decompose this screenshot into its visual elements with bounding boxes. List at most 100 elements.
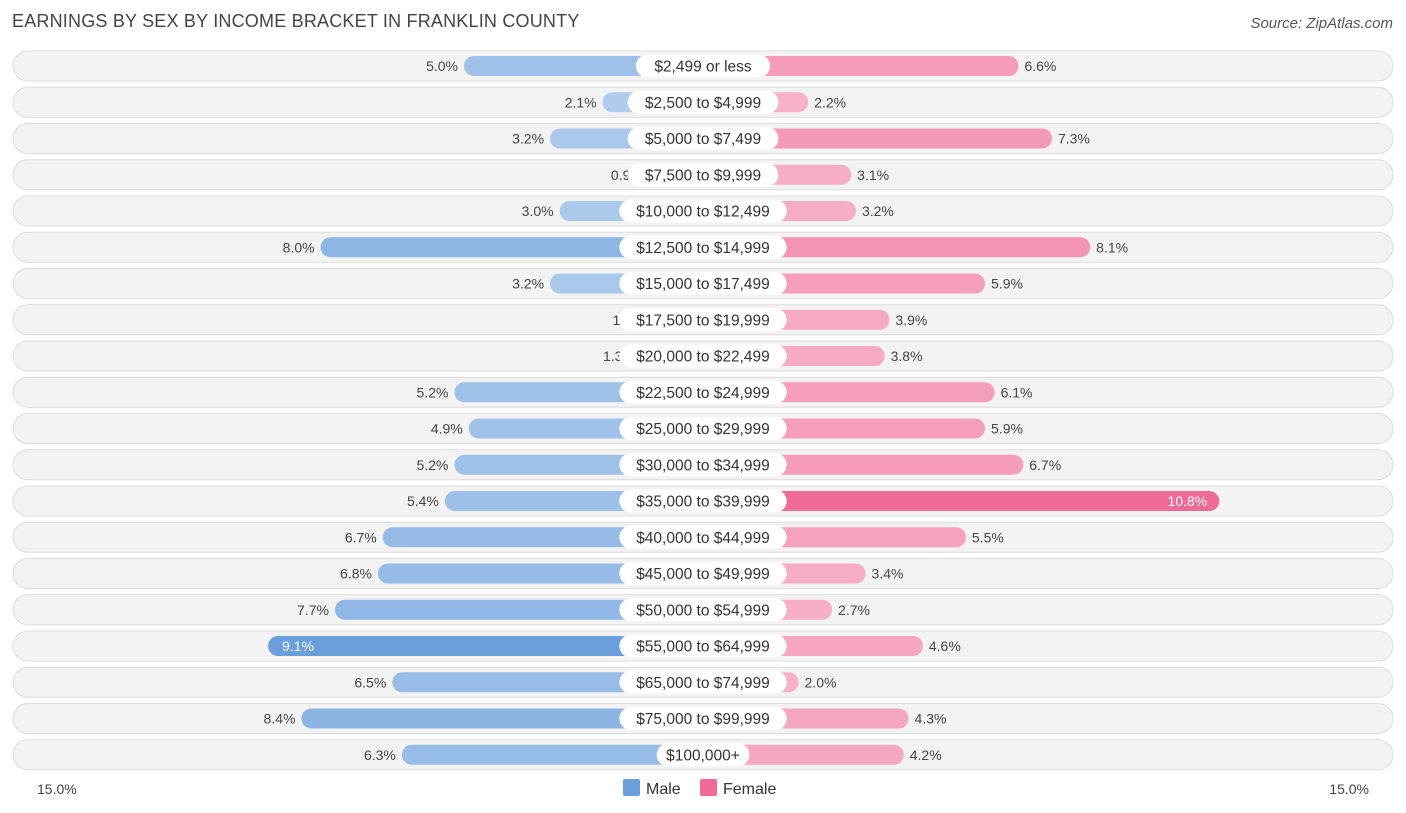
row-6: 3.2% 5.9% $15,000 to $17,499 bbox=[12, 268, 1394, 299]
row-3: 0.97%3.1%$7,500 to $9,999 bbox=[12, 159, 1394, 191]
male-value-label: 3.2% bbox=[512, 131, 544, 147]
female-value-label: 3.2% bbox=[862, 203, 894, 219]
category-pill bbox=[627, 163, 779, 187]
female-bar[interactable] bbox=[703, 491, 1220, 511]
row-4: 3.0% 3.2% $10,000 to $12,499 bbox=[12, 195, 1394, 227]
female-value-label: 4.3% bbox=[915, 711, 947, 727]
female-value-label: 3.1% bbox=[857, 167, 889, 183]
category-label: $50,000 to $54,999 bbox=[636, 602, 770, 619]
category-pill bbox=[619, 634, 787, 658]
category-label: $100,000+ bbox=[666, 747, 740, 764]
female-value-label: 2.7% bbox=[838, 602, 870, 618]
category-pill bbox=[619, 707, 787, 730]
category-pill bbox=[619, 453, 787, 477]
legend-male-swatch bbox=[623, 779, 640, 796]
category-pill bbox=[619, 598, 787, 622]
female-bar[interactable] bbox=[703, 56, 1019, 76]
category-pill bbox=[627, 90, 779, 114]
male-bar[interactable] bbox=[334, 599, 703, 620]
category-label: $75,000 to $99,999 bbox=[636, 711, 770, 728]
female-value-label: 2.0% bbox=[805, 674, 837, 690]
male-bar[interactable] bbox=[268, 636, 703, 656]
female-bar[interactable] bbox=[703, 744, 904, 765]
category-label: $2,499 or less bbox=[654, 59, 752, 76]
row-1: 2.1% 2.2% $2,500 to $4,999 bbox=[12, 86, 1394, 118]
female-value-label: 2.2% bbox=[814, 94, 846, 110]
category-pill bbox=[619, 670, 787, 694]
legend-female-label: Female bbox=[723, 781, 776, 798]
category-pill bbox=[619, 308, 787, 332]
category-pill bbox=[619, 235, 787, 259]
category-pill bbox=[619, 489, 787, 513]
row-7: 1.1%3.9%$17,500 to $19,999 bbox=[12, 304, 1394, 336]
row-11: 5.2% 6.7% $30,000 to $34,999 bbox=[12, 449, 1394, 481]
row-18: 8.4% 4.3% $75,000 to $99,999 bbox=[12, 703, 1394, 734]
row-8: 1.3% 3.8%$20,000 to $22,499 bbox=[12, 340, 1394, 372]
male-value-label: 6.7% bbox=[345, 529, 377, 545]
category-label: $45,000 to $49,999 bbox=[636, 566, 770, 583]
male-value-label: 3.2% bbox=[512, 276, 544, 292]
category-pill bbox=[619, 380, 787, 404]
category-pill bbox=[619, 562, 787, 585]
category-pill bbox=[619, 272, 787, 295]
male-value-label: 4.9% bbox=[431, 421, 463, 437]
female-value-label: 4.6% bbox=[929, 638, 961, 654]
male-value-label: 7.7% bbox=[297, 602, 329, 618]
female-value-label: 5.5% bbox=[972, 529, 1004, 545]
category-label: $5,000 to $7,499 bbox=[645, 131, 761, 148]
category-pill bbox=[619, 199, 787, 223]
male-value-label: 6.5% bbox=[354, 674, 386, 690]
category-label: $20,000 to $22,499 bbox=[636, 349, 770, 366]
category-pill bbox=[619, 417, 787, 440]
category-label: $40,000 to $44,999 bbox=[636, 530, 770, 547]
male-value-label: 5.2% bbox=[417, 384, 449, 400]
category-label: $55,000 to $64,999 bbox=[636, 639, 770, 656]
female-value-label: 6.6% bbox=[1024, 58, 1056, 74]
female-bar[interactable] bbox=[703, 128, 1052, 149]
chart-title: EARNINGS BY SEX BY INCOME BRACKET IN FRA… bbox=[12, 11, 580, 31]
female-value-label: 3.4% bbox=[872, 566, 904, 582]
category-pill bbox=[656, 743, 750, 767]
male-bar[interactable] bbox=[301, 708, 703, 729]
legend: Male Female bbox=[623, 779, 776, 798]
male-bar[interactable] bbox=[401, 744, 703, 765]
male-value-label: 3.0% bbox=[522, 203, 554, 219]
category-label: $35,000 to $39,999 bbox=[636, 494, 770, 511]
row-15: 7.7% 2.7% $50,000 to $54,999 bbox=[12, 594, 1394, 626]
category-label: $12,500 to $14,999 bbox=[636, 240, 770, 257]
row-0: 5.0% 6.6% $2,499 or less bbox=[12, 50, 1394, 82]
row-2: 3.2% 7.3% $5,000 to $7,499 bbox=[12, 123, 1394, 154]
row-10: 4.9% 5.9% $25,000 to $29,999 bbox=[12, 413, 1394, 444]
axis-left-label: 15.0% bbox=[37, 781, 77, 797]
category-label: $10,000 to $12,499 bbox=[636, 204, 770, 221]
male-value-label: 5.2% bbox=[417, 457, 449, 473]
female-value-label: 3.9% bbox=[895, 312, 927, 328]
female-value-label: 8.1% bbox=[1096, 239, 1128, 255]
female-value-label: 7.3% bbox=[1058, 131, 1090, 147]
male-value-label: 9.1% bbox=[282, 638, 314, 654]
category-label: $65,000 to $74,999 bbox=[636, 675, 770, 692]
category-label: $25,000 to $29,999 bbox=[636, 421, 770, 438]
female-bar[interactable] bbox=[703, 237, 1091, 258]
female-value-label: 10.8% bbox=[1168, 493, 1208, 509]
category-label: $15,000 to $17,499 bbox=[636, 276, 770, 293]
category-label: $22,500 to $24,999 bbox=[636, 385, 770, 402]
male-value-label: 5.4% bbox=[407, 493, 439, 509]
category-pill bbox=[627, 127, 779, 150]
axis-right-label: 15.0% bbox=[1329, 781, 1369, 797]
male-value-label: 8.4% bbox=[264, 711, 296, 727]
category-label: $30,000 to $34,999 bbox=[636, 457, 770, 474]
row-9: 5.2% 6.1% $22,500 to $24,999 bbox=[12, 376, 1394, 408]
category-pill bbox=[635, 54, 771, 78]
male-value-label: 8.0% bbox=[283, 239, 315, 255]
male-value-label: 6.3% bbox=[364, 747, 396, 763]
category-label: $17,500 to $19,999 bbox=[636, 312, 770, 329]
female-value-label: 6.1% bbox=[1001, 384, 1033, 400]
male-value-label: 2.1% bbox=[565, 94, 597, 110]
male-bar[interactable] bbox=[320, 237, 703, 258]
row-13: 6.7% 5.5% $40,000 to $44,999 bbox=[12, 521, 1394, 553]
category-label: $7,500 to $9,999 bbox=[645, 167, 761, 184]
male-value-label: 6.8% bbox=[340, 566, 372, 582]
row-12: 5.4% 10.8% $35,000 to $39,999 bbox=[12, 485, 1394, 517]
